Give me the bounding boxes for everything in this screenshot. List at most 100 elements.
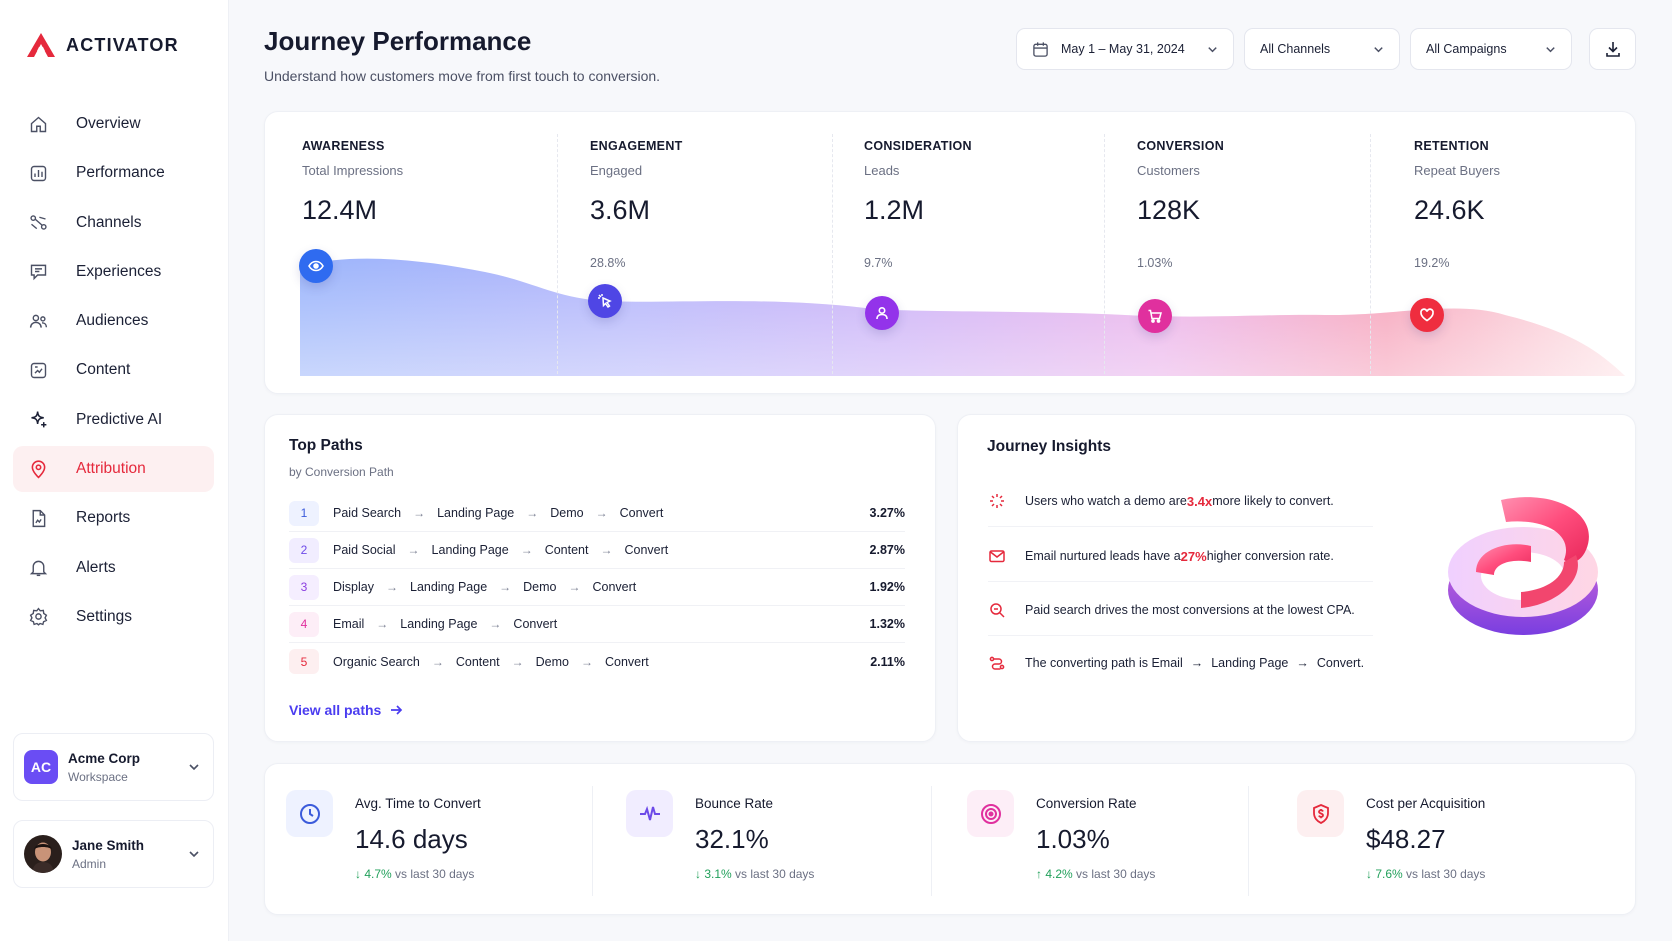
stage-metric: Leads: [864, 163, 900, 178]
stage-marker-retention[interactable]: [1410, 298, 1444, 332]
chevron-down-icon: [1546, 47, 1555, 53]
table-row[interactable]: 3 Display → Landing Page → Demo → Convert 1…: [289, 569, 905, 606]
kpi-label: Avg. Time to Convert: [355, 796, 481, 811]
date-range-picker[interactable]: May 1 – May 31, 2024: [1016, 28, 1234, 70]
sidebar-item-predictive-ai[interactable]: Predictive AI: [13, 397, 214, 443]
path-step: Content: [455, 654, 500, 669]
sidebar-item-audiences[interactable]: Audiences: [13, 298, 214, 344]
user-menu[interactable]: Jane Smith Admin: [13, 820, 214, 888]
kpi-delta: ↓ 7.6% vs last 30 days: [1366, 867, 1485, 881]
arrow-right-icon: →: [431, 654, 444, 669]
stage-marker-conversion[interactable]: [1138, 299, 1172, 333]
view-all-paths-link[interactable]: View all paths: [289, 702, 403, 718]
view-all-label: View all paths: [289, 702, 382, 718]
table-row[interactable]: 2 Paid Social → Landing Page → Content → Co…: [289, 532, 905, 569]
sidebar-item-channels[interactable]: Channels: [13, 200, 214, 246]
stage-value: 24.6K: [1414, 195, 1485, 225]
sidebar-item-reports[interactable]: Reports: [13, 495, 214, 541]
download-icon: [1605, 42, 1620, 57]
report-icon: [32, 509, 46, 527]
sidebar-item-overview[interactable]: Overview: [13, 101, 214, 147]
sidebar-item-label: Settings: [76, 607, 133, 625]
user-name: Jane Smith: [72, 837, 145, 853]
eye-icon: [308, 260, 324, 272]
path-rank: 2: [289, 537, 319, 563]
sidebar-item-settings[interactable]: Settings: [13, 594, 214, 640]
kpi-delta-suffix: vs last 30 days: [1406, 867, 1486, 881]
divider: [592, 786, 593, 896]
path-step: Demo: [550, 506, 584, 520]
table-row[interactable]: 1 Paid Search → Landing Page → Demo → Conve…: [289, 495, 905, 532]
stage-title: AWARENESS: [302, 139, 385, 153]
channels-select[interactable]: All Channels: [1244, 28, 1400, 70]
sidebar-item-attribution[interactable]: Attribution: [13, 446, 214, 493]
arrow-right-icon: →: [600, 543, 613, 557]
funnel-area-graphic: [300, 258, 1625, 376]
stage-divider: [1370, 134, 1371, 374]
sidebar-item-label: Overview: [76, 115, 141, 132]
kpi-value: 14.6 days: [355, 824, 468, 854]
stage-marker-consideration[interactable]: [865, 296, 899, 330]
user-role: Admin: [72, 856, 107, 871]
stage-title: CONSIDERATION: [864, 139, 972, 153]
users-icon: [29, 314, 48, 328]
insight-text-pre: Email nurtured leads have a: [1025, 549, 1181, 563]
path-rank: 1: [289, 500, 319, 526]
logo-icon: [27, 33, 55, 57]
page-subtitle: Understand how customers move from first…: [264, 68, 661, 84]
divider: [931, 786, 932, 896]
path-step: Convert: [592, 580, 637, 594]
brand-logo[interactable]: ACTIVATOR: [26, 32, 179, 58]
path-rate: 2.11%: [870, 654, 905, 669]
table-row[interactable]: 5 Organic Search → Content → Demo → Convert…: [289, 643, 905, 680]
path-step: Landing Page: [400, 617, 478, 631]
path-steps: Display → Landing Page → Demo → Convert: [333, 580, 636, 594]
date-range-value: May 1 – May 31, 2024: [1061, 42, 1185, 56]
sidebar-item-experiences[interactable]: Experiences: [13, 249, 214, 295]
kpi-delta: ↓ 3.1% vs last 30 days: [695, 867, 814, 881]
insight-text-pre: The converting path is Email: [1025, 656, 1183, 670]
arrow-right-icon: →: [580, 654, 593, 669]
path-rate: 1.32%: [869, 617, 905, 631]
sidebar-item-performance[interactable]: Performance: [13, 150, 214, 196]
stage-divider: [557, 134, 558, 374]
stage-marker-awareness[interactable]: [299, 249, 333, 283]
path-step: Convert: [624, 543, 669, 557]
path-step: Demo: [523, 580, 557, 594]
arrow-right-icon: →: [386, 580, 398, 594]
content-icon: [30, 362, 47, 379]
kpi-delta-suffix: vs last 30 days: [395, 867, 475, 881]
insight-text-pre: Paid search drives the most conversions …: [1025, 603, 1355, 617]
kpi-delta-value: 7.6%: [1375, 867, 1403, 881]
workspace-switcher[interactable]: AC Acme Corp Workspace: [13, 733, 214, 801]
insights-title: Journey Insights: [987, 438, 1112, 455]
kpi-value: 1.03%: [1036, 824, 1110, 854]
arrow-right-icon: →: [499, 580, 512, 594]
sidebar-item-alerts[interactable]: Alerts: [13, 545, 214, 591]
kpi-delta: ↑ 4.2% vs last 30 days: [1036, 867, 1155, 881]
download-button[interactable]: [1589, 28, 1636, 70]
bell-icon: [29, 560, 48, 577]
stage-rate: 28.8%: [590, 256, 626, 270]
bar-chart-icon: [30, 165, 47, 181]
arrow-right-icon: →: [1190, 656, 1204, 670]
stage-marker-engagement[interactable]: [588, 284, 622, 318]
campaigns-select[interactable]: All Campaigns: [1410, 28, 1572, 70]
kpi-delta-suffix: vs last 30 days: [735, 867, 815, 881]
kpi-icon-wrap: [967, 790, 1014, 837]
table-row[interactable]: 4 Email → Landing Page → Convert 1.32%: [289, 606, 905, 643]
sidebar-item-content[interactable]: Content: [13, 347, 214, 393]
kpi-delta-value: 4.2%: [1045, 867, 1073, 881]
brand-name: ACTIVATOR: [66, 34, 179, 55]
stage-metric: Engaged: [590, 163, 643, 178]
sidebar-item-label: Experiences: [76, 262, 162, 280]
sidebar-item-label: Performance: [76, 164, 165, 182]
insight-text-post: more likely to convert.: [1212, 494, 1334, 508]
stage-retention: RETENTION Repeat Buyers 24.6K 19.2%: [1414, 139, 1500, 271]
dollar-shield-icon: [1312, 803, 1329, 824]
channels-icon: [30, 215, 47, 230]
insight-item: Paid search drives the most conversions …: [988, 601, 1355, 619]
kpi-label: Bounce Rate: [695, 796, 774, 811]
insight-highlight: 3.4x: [1186, 493, 1213, 509]
trend-up-icon: ↑: [1036, 867, 1046, 881]
